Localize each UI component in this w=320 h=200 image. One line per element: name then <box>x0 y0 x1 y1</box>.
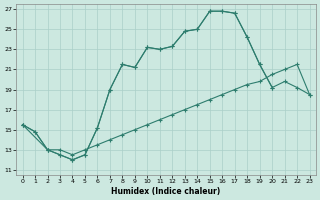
X-axis label: Humidex (Indice chaleur): Humidex (Indice chaleur) <box>111 187 221 196</box>
